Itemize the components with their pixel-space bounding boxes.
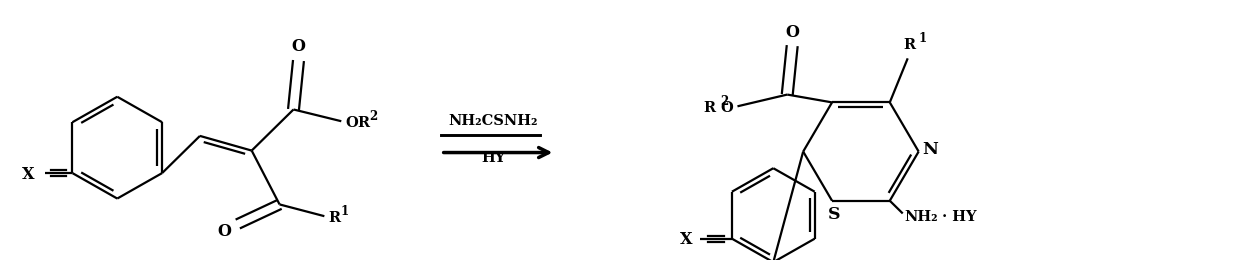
- Text: X: X: [680, 231, 692, 248]
- Text: · HY: · HY: [936, 210, 976, 224]
- Text: R: R: [329, 211, 341, 225]
- Text: NH₂: NH₂: [905, 210, 939, 224]
- Text: O: O: [720, 101, 734, 115]
- Text: X: X: [22, 166, 35, 183]
- Text: 1: 1: [340, 205, 348, 218]
- Text: R: R: [703, 101, 715, 115]
- Text: 2: 2: [370, 110, 377, 123]
- Text: NH₂CSNH₂: NH₂CSNH₂: [449, 114, 538, 128]
- Text: S: S: [828, 206, 841, 223]
- Text: O: O: [785, 24, 800, 41]
- Text: HY: HY: [481, 151, 505, 165]
- Text: R: R: [357, 116, 370, 130]
- Text: O: O: [291, 38, 305, 55]
- Text: 2: 2: [720, 95, 729, 108]
- Text: N: N: [923, 141, 939, 158]
- Text: O: O: [345, 116, 358, 130]
- Text: 1: 1: [919, 32, 926, 45]
- Text: O: O: [218, 223, 232, 240]
- Text: R: R: [904, 38, 916, 52]
